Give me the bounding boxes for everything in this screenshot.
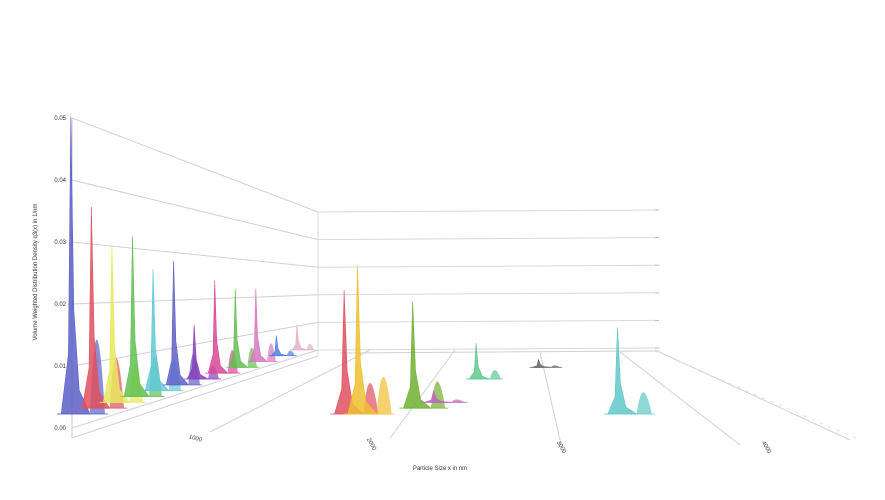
- series-peak: [102, 244, 130, 403]
- series-layer: [57, 116, 655, 415]
- series-shoulder: [267, 343, 276, 362]
- grid: [71, 117, 861, 446]
- y-tick-label: 0.01: [54, 364, 66, 370]
- series-peak: [403, 301, 432, 409]
- x-tick-label: 4000: [760, 440, 772, 455]
- y-axis-title: Volume Weighted Distribution Density q3(…: [33, 204, 39, 341]
- grid-line-left: [71, 294, 319, 305]
- series-shoulder: [376, 376, 392, 414]
- floor-line: [539, 351, 561, 441]
- y-tick-label: 0.03: [54, 240, 66, 246]
- series-shoulder: [489, 370, 501, 379]
- x-axis-title: Particle Size x in nm: [413, 466, 467, 472]
- grid-line-back: [317, 319, 656, 323]
- series-peak: [81, 207, 111, 409]
- grid-line-left: [71, 349, 319, 429]
- series-shoulder: [286, 350, 295, 356]
- series-peak: [291, 325, 307, 351]
- grid-line-back: [317, 237, 656, 241]
- series-peak: [144, 269, 170, 391]
- floor-right-line: [654, 350, 861, 441]
- series-peak: [165, 260, 190, 386]
- series-shoulder: [636, 392, 652, 414]
- grid-line-back: [317, 264, 656, 268]
- floor-line: [389, 349, 456, 439]
- floor-line: [619, 351, 741, 446]
- series-peak: [123, 236, 150, 397]
- labels: Volume Weighted Distribution Density q3(…: [33, 116, 772, 472]
- x-tick-label: 2000: [365, 437, 377, 452]
- floor-line: [654, 349, 851, 441]
- y-tick-label: 0.05: [54, 116, 66, 122]
- series-peak: [607, 327, 638, 415]
- floor-back-line: [339, 350, 656, 354]
- floor-line: [71, 355, 319, 439]
- grid-line-back: [317, 209, 656, 213]
- series-shoulder: [306, 343, 314, 350]
- grid-line-back: [317, 292, 656, 296]
- grid-line-left: [71, 117, 319, 213]
- series-peak: [468, 343, 491, 380]
- series-peak: [207, 280, 229, 374]
- series-shoulder: [450, 399, 465, 403]
- x-tick-label: 3000: [555, 440, 567, 455]
- y-tick-label: 0.04: [54, 178, 66, 184]
- y-tick-label: 0.00: [54, 426, 66, 432]
- y-tick-label: 0.02: [54, 302, 66, 308]
- grid-line-left: [71, 241, 319, 268]
- grid-line-left: [71, 179, 319, 241]
- x-tick-label: 1000: [188, 434, 203, 443]
- grid-line-back: [317, 347, 656, 351]
